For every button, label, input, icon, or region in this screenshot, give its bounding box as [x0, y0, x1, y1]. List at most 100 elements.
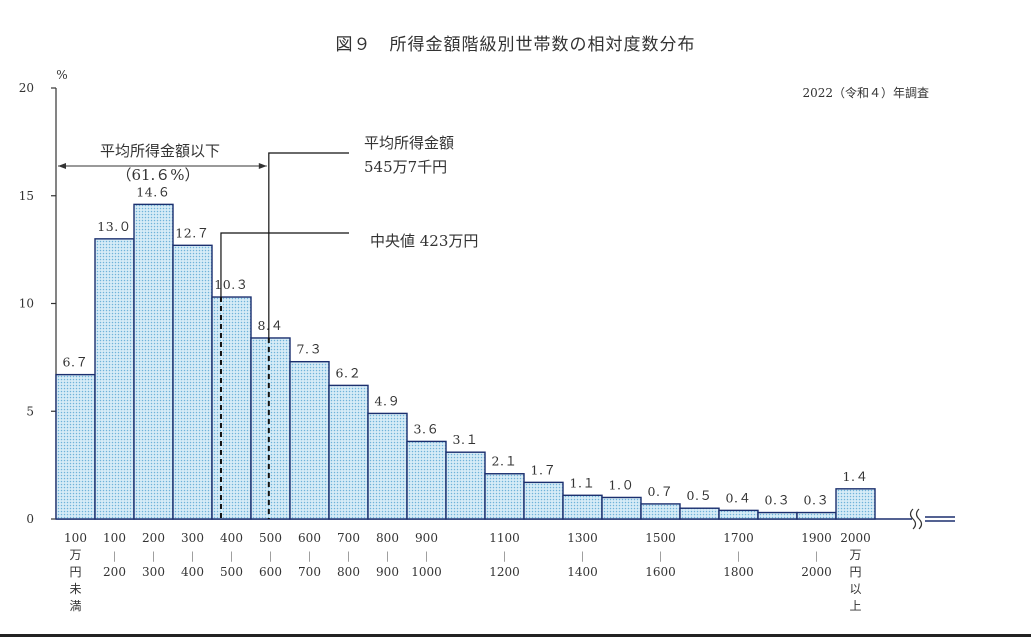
x-tick-label: | — [659, 551, 662, 562]
y-tick-label: 10 — [19, 297, 34, 311]
y-tick-label: 20 — [19, 81, 34, 95]
bar-value-label: 7.３ — [297, 342, 323, 357]
x-tick-label: 700 — [337, 531, 360, 545]
bar — [562, 494, 603, 520]
x-tick-label: 300 — [142, 565, 165, 579]
bar-value-label: 6.７ — [63, 355, 89, 370]
bar-value-label: 6.２ — [336, 365, 362, 380]
bar-value-label: 3.１ — [453, 432, 479, 447]
bottom-rule — [0, 634, 1031, 637]
x-tick-label: 円 — [849, 565, 861, 579]
x-tick-label: | — [815, 551, 818, 562]
x-tick-label: 400 — [181, 565, 204, 579]
bar — [835, 488, 876, 520]
x-tick-label: 2000 — [840, 531, 871, 545]
x-tick-label: 1100 — [489, 531, 520, 545]
x-tick-label: 万 — [69, 548, 81, 562]
x-tick-label: 1500 — [645, 531, 676, 545]
x-tick-label: 円 — [69, 565, 81, 579]
x-tick-label: | — [230, 551, 233, 562]
arrow-right-icon — [258, 163, 267, 169]
x-tick-label: 900 — [376, 565, 399, 579]
bar-value-label: 10.３ — [214, 277, 248, 292]
x-tick-label: 以 — [849, 582, 861, 596]
survey-year-note: 2022（令和４）年調査 — [802, 86, 929, 100]
x-tick-label: | — [308, 551, 311, 562]
bar-value-label: 3.６ — [414, 421, 440, 436]
bar-value-label: 1.０ — [609, 477, 635, 492]
y-axis-unit: % — [56, 68, 67, 82]
x-tick-label: 万 — [849, 548, 861, 562]
bar-value-label: 12.７ — [175, 225, 209, 240]
x-tick-label: | — [503, 551, 506, 562]
x-tick-label: 500 — [220, 565, 243, 579]
x-tick-label: 未 — [69, 582, 81, 596]
x-tick-label: 800 — [376, 531, 399, 545]
below-mean-label-line2: （61.６%） — [116, 166, 199, 184]
x-tick-label: | — [347, 551, 350, 562]
bar-value-label: 0.３ — [804, 493, 830, 508]
x-tick-label: 上 — [849, 599, 861, 613]
bar-value-label: 13.０ — [97, 219, 131, 234]
x-tick-label: 200 — [103, 565, 126, 579]
x-tick-label: | — [152, 551, 155, 562]
bar-value-label: 0.４ — [726, 490, 752, 505]
x-tick-label: | — [269, 551, 272, 562]
bar-value-label: 1.７ — [531, 462, 557, 477]
bar-value-label: 2.１ — [492, 454, 518, 469]
bar — [133, 203, 174, 520]
bar — [640, 503, 681, 520]
x-tick-label: 600 — [298, 531, 321, 545]
mean-leader-line — [268, 152, 349, 338]
bar — [211, 296, 252, 520]
x-tick-label: 100 — [103, 531, 126, 545]
bar — [679, 507, 720, 520]
x-tick-label: | — [113, 551, 116, 562]
x-tick-label: 200 — [142, 531, 165, 545]
bar — [757, 511, 798, 520]
x-tick-label: 700 — [298, 565, 321, 579]
y-tick-label: 5 — [26, 404, 34, 418]
x-tick-label: | — [425, 551, 428, 562]
x-tick-label: 1700 — [723, 531, 754, 545]
bar — [367, 412, 408, 520]
mean-label-line2: 545万7千円 — [364, 158, 447, 176]
x-tick-label: 1900 — [801, 531, 832, 545]
x-tick-label: 1300 — [567, 531, 598, 545]
x-tick-label: 1200 — [489, 565, 520, 579]
bar — [328, 384, 369, 520]
x-tick-label: 2000 — [801, 565, 832, 579]
bar — [94, 238, 135, 520]
bar — [445, 451, 486, 520]
x-tick-label: 600 — [259, 565, 282, 579]
x-tick-label: 300 — [181, 531, 204, 545]
median-label: 中央値 423万円 — [370, 232, 478, 250]
axis-break-symbol — [909, 508, 923, 530]
bar-value-label: 0.７ — [648, 484, 674, 499]
bar — [718, 509, 759, 520]
x-tick-label: 800 — [337, 565, 360, 579]
bar — [289, 360, 330, 520]
bar-value-label: 1.１ — [570, 475, 596, 490]
below-mean-label-line1: 平均所得金額以下 — [100, 142, 220, 160]
bar-value-label: 8.４ — [258, 318, 284, 333]
bar — [601, 496, 642, 520]
x-tick-label: | — [386, 551, 389, 562]
x-tick-label: | — [581, 551, 584, 562]
x-tick-label: 500 — [259, 531, 282, 545]
bar-value-label: 14.６ — [136, 184, 170, 199]
median-leader-line — [220, 232, 349, 298]
x-tick-label: 900 — [415, 531, 438, 545]
bar — [250, 337, 291, 520]
bar-value-label: 0.５ — [687, 488, 713, 503]
bar — [523, 481, 564, 520]
y-tick-label: 0 — [26, 512, 34, 526]
chart-title: 図９ 所得金額階級別世帯数の相対度数分布 — [335, 35, 696, 55]
bar-value-label: 0.３ — [765, 493, 791, 508]
x-tick-label: 1000 — [411, 565, 442, 579]
bar — [406, 440, 447, 520]
y-tick-label: 15 — [19, 189, 34, 203]
x-tick-label: 1400 — [567, 565, 598, 579]
mean-label-line1: 平均所得金額 — [364, 134, 454, 152]
